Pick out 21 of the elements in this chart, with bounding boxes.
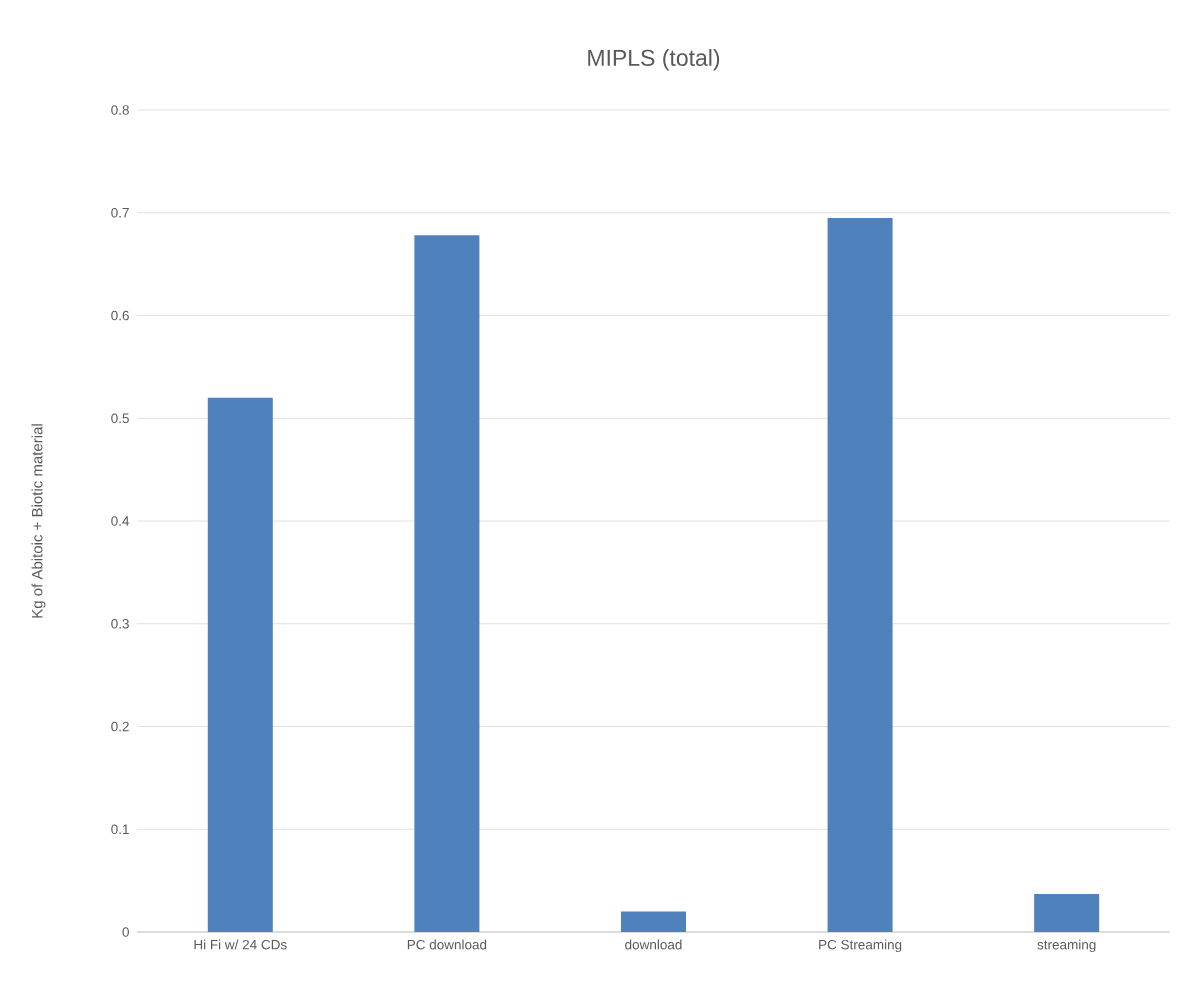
y-tick-label: 0.2 [111, 721, 129, 732]
bar [827, 217, 893, 932]
y-tick-label: 0.4 [111, 516, 130, 526]
bar [207, 397, 273, 932]
y-tick-label: 0.6 [111, 310, 129, 321]
x-tick-label: download [625, 939, 682, 950]
y-tick-label: 0.8 [111, 105, 129, 115]
chart-title: MIPLS (total) [588, 49, 720, 71]
bar [414, 235, 480, 932]
y-tick-label: 0.1 [111, 824, 129, 835]
x-tick-label: streaming [1037, 939, 1096, 953]
bar [1034, 893, 1100, 932]
y-tick-label: 0.7 [111, 207, 129, 218]
x-tick-label: Hi Fi w/ 24 CDs [194, 939, 287, 950]
y-tick-label: 0.3 [111, 618, 129, 629]
bar [620, 911, 686, 932]
y-tick-label: 0 [122, 927, 129, 937]
y-axis-title: Kg of Abitoic + Biotic material [31, 424, 46, 618]
x-tick-label: PC Streaming [819, 939, 902, 953]
x-tick-label: PC download [407, 939, 487, 950]
y-tick-label: 0.5 [111, 413, 129, 424]
